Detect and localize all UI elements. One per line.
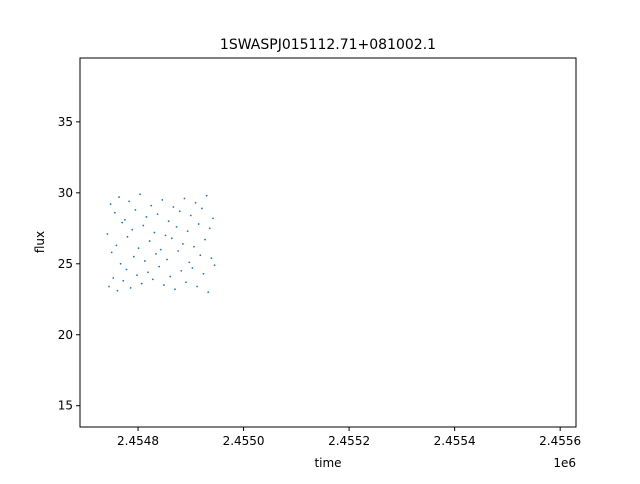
data-point bbox=[163, 284, 165, 286]
data-point bbox=[151, 278, 154, 281]
data-point bbox=[181, 243, 184, 245]
data-point bbox=[178, 210, 181, 213]
data-point bbox=[159, 248, 162, 251]
data-point bbox=[212, 217, 214, 220]
data-point bbox=[137, 247, 140, 250]
data-point bbox=[167, 220, 170, 223]
y-axis-label: flux bbox=[33, 231, 47, 253]
data-point bbox=[153, 231, 156, 234]
y-tick-label: 25 bbox=[58, 257, 73, 271]
data-point bbox=[109, 203, 112, 206]
x-tick-label: 2.4556 bbox=[539, 434, 581, 448]
data-point bbox=[186, 230, 189, 233]
data-point bbox=[119, 262, 122, 265]
plot-frame bbox=[79, 57, 577, 428]
x-axis-offset-label: 1e6 bbox=[553, 456, 576, 470]
x-tick-label: 2.4550 bbox=[223, 434, 265, 448]
data-point bbox=[205, 194, 208, 197]
data-point bbox=[118, 196, 120, 198]
y-tick-label: 30 bbox=[58, 186, 73, 200]
y-tick-label: 20 bbox=[58, 328, 73, 342]
data-point bbox=[134, 208, 137, 211]
data-point bbox=[145, 216, 148, 218]
data-point bbox=[110, 251, 113, 254]
data-point bbox=[164, 234, 167, 237]
data-point bbox=[148, 240, 151, 242]
data-point bbox=[156, 213, 159, 216]
data-point bbox=[185, 281, 187, 284]
data-point bbox=[136, 274, 138, 277]
data-point bbox=[150, 204, 153, 207]
data-point bbox=[128, 200, 130, 203]
data-point bbox=[177, 250, 180, 252]
data-point bbox=[194, 201, 197, 204]
x-tick-label: 2.4554 bbox=[434, 434, 476, 448]
data-point bbox=[207, 291, 210, 294]
data-point bbox=[210, 257, 213, 260]
data-point bbox=[155, 252, 157, 255]
data-point bbox=[112, 277, 115, 279]
data-point bbox=[121, 221, 124, 224]
data-point bbox=[199, 254, 202, 257]
data-point bbox=[140, 282, 143, 285]
y-tick-label: 35 bbox=[58, 115, 73, 129]
data-point bbox=[115, 244, 118, 247]
y-axis: 15 20 25 30 35 bbox=[58, 115, 80, 413]
data-point bbox=[204, 238, 206, 241]
data-point bbox=[174, 288, 176, 291]
data-point bbox=[188, 261, 191, 264]
data-point bbox=[213, 264, 216, 267]
data-point bbox=[122, 279, 125, 282]
x-axis: 2.4548 2.4550 2.4552 2.4554 2.4556 bbox=[117, 427, 581, 448]
data-point bbox=[191, 267, 194, 269]
data-point bbox=[126, 235, 129, 238]
data-point bbox=[189, 214, 192, 217]
x-axis-label: time bbox=[314, 456, 341, 470]
data-point bbox=[175, 225, 178, 228]
data-point bbox=[131, 228, 134, 231]
data-point bbox=[132, 255, 135, 258]
data-point bbox=[202, 272, 205, 275]
data-point bbox=[169, 275, 172, 278]
data-point bbox=[196, 285, 199, 288]
data-point bbox=[183, 197, 186, 200]
data-point bbox=[106, 233, 109, 235]
data-point bbox=[113, 211, 116, 214]
data-point bbox=[172, 206, 175, 208]
data-point bbox=[208, 227, 211, 230]
data-point bbox=[125, 268, 128, 271]
data-point bbox=[139, 193, 142, 196]
data-point bbox=[180, 269, 183, 272]
x-tick-label: 2.4548 bbox=[117, 434, 159, 448]
data-point bbox=[200, 207, 203, 210]
data-point bbox=[147, 271, 149, 274]
data-point bbox=[166, 258, 168, 261]
data-point bbox=[170, 237, 173, 240]
data-point bbox=[116, 289, 119, 292]
data-point bbox=[144, 260, 146, 262]
data-point bbox=[108, 285, 110, 288]
data-points bbox=[106, 193, 216, 294]
y-tick-label: 15 bbox=[58, 399, 73, 413]
data-point bbox=[193, 245, 195, 248]
data-point bbox=[197, 223, 200, 225]
data-point bbox=[142, 224, 145, 227]
x-tick-label: 2.4552 bbox=[328, 434, 370, 448]
data-point bbox=[123, 218, 126, 221]
data-point bbox=[161, 199, 164, 201]
data-point bbox=[129, 287, 132, 289]
chart-title: 1SWASPJ015112.71+081002.1 bbox=[220, 37, 436, 53]
data-point bbox=[158, 265, 161, 268]
